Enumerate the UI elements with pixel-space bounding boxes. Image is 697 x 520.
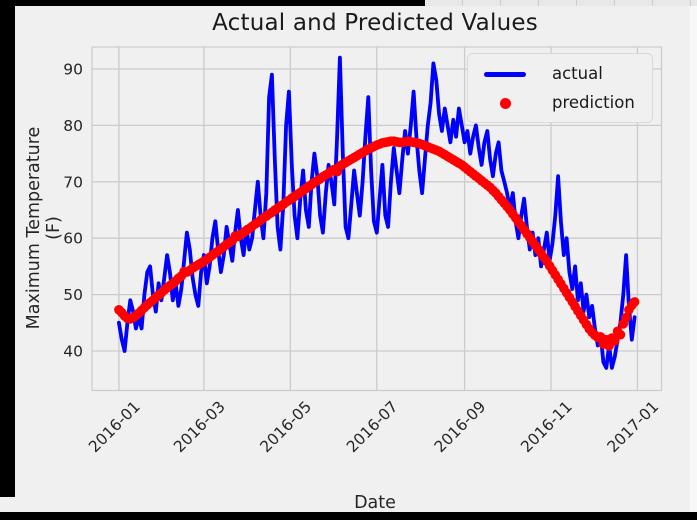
y-tick-label: 50 <box>63 286 83 304</box>
legend-entry-prediction: prediction <box>482 93 640 113</box>
y-tick-label: 40 <box>63 343 83 361</box>
legend-entry-actual: actual <box>482 64 640 83</box>
prediction-dot <box>615 329 626 340</box>
actual-line-swatch <box>482 71 528 77</box>
y-tick-label: 80 <box>63 117 83 135</box>
x-tick-label: 2016-05 <box>257 398 316 457</box>
legend-label-prediction: prediction <box>552 93 635 113</box>
x-tick-label: 2017-01 <box>604 398 663 457</box>
x-tick-label: 2016-11 <box>517 398 576 457</box>
figure-corner-patch <box>0 497 15 512</box>
x-tick-label: 2016-01 <box>85 398 144 457</box>
y-tick-label: 90 <box>63 60 83 78</box>
x-tick-label: 2016-07 <box>343 398 402 457</box>
y-tick-label: 60 <box>63 230 83 248</box>
prediction-dot <box>610 336 620 346</box>
matplotlib-figure: Actual and Predicted Values 40 50 60 70 80 90… <box>15 6 690 513</box>
y-tick-label: 70 <box>63 173 83 191</box>
prediction-dot-swatch <box>482 97 528 109</box>
prediction-dot <box>629 297 640 307</box>
chart-title: Actual and Predicted Values <box>212 10 538 36</box>
legend: actual prediction <box>467 53 653 124</box>
prediction-dot <box>621 312 631 323</box>
legend-label-actual: actual <box>552 64 603 83</box>
y-axis-label: Maximum Temperature (F) <box>24 126 64 330</box>
x-axis-label: Date <box>354 493 396 513</box>
plot-area: 40 50 60 70 80 90 2016-01 2016-03 2016-05 2016-07… <box>63 46 663 457</box>
axes-border <box>91 46 663 392</box>
x-tick-label: 2016-03 <box>170 398 229 457</box>
x-tick-label: 2016-09 <box>431 398 490 457</box>
window-right-edge <box>690 6 697 512</box>
